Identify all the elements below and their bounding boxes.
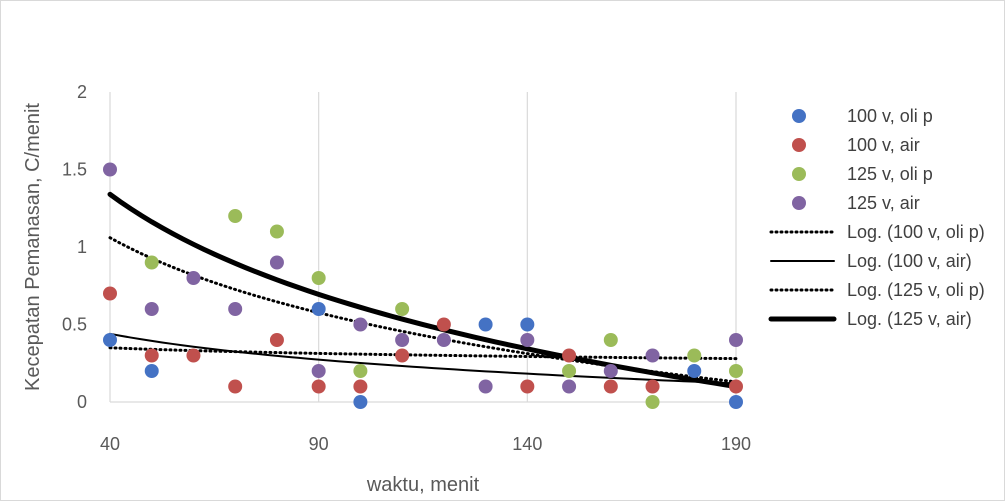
legend-trend-label-1: Log. (100 v, air) xyxy=(847,251,972,271)
grid-layer xyxy=(109,92,737,402)
data-point-series-3 xyxy=(520,333,535,347)
data-point-series-1 xyxy=(144,348,159,363)
data-point-series-0 xyxy=(103,333,117,347)
data-point-series-1 xyxy=(228,379,243,394)
legend-marker-2 xyxy=(792,167,806,181)
data-point-series-3 xyxy=(228,302,243,316)
y-tick-label: 1 xyxy=(77,237,87,257)
data-point-series-0 xyxy=(478,317,493,332)
data-point-series-2 xyxy=(228,209,243,223)
data-point-series-2 xyxy=(687,348,702,363)
legend-trend-label-3: Log. (125 v, air) xyxy=(847,309,972,329)
data-point-series-3 xyxy=(603,364,618,378)
data-point-series-1 xyxy=(729,379,743,394)
data-point-series-3 xyxy=(478,379,493,394)
trendline-layer xyxy=(107,191,739,389)
data-point-series-1 xyxy=(311,379,326,394)
legend-marker-1 xyxy=(792,138,806,152)
data-point-series-2 xyxy=(311,271,326,285)
x-tick-label: 90 xyxy=(309,434,329,454)
data-point-series-2 xyxy=(645,395,660,409)
data-point-series-2 xyxy=(562,364,577,378)
data-point-series-0 xyxy=(520,317,535,332)
data-point-series-2 xyxy=(144,255,159,270)
data-point-series-3 xyxy=(186,271,201,285)
trendline-2 xyxy=(108,236,738,384)
y-axis-title: Kecepatan Pemanasan, C/menit xyxy=(22,103,44,391)
data-point-series-0 xyxy=(144,364,159,378)
data-point-series-0 xyxy=(311,302,326,316)
legend-trend-label-0: Log. (100 v, oli p) xyxy=(847,222,985,242)
legend-marker-0 xyxy=(792,109,806,123)
x-tick-label: 40 xyxy=(100,434,120,454)
data-point-series-0 xyxy=(687,364,702,378)
data-point-series-1 xyxy=(562,348,577,363)
trendline-0 xyxy=(108,346,738,361)
legend-label-3: 125 v, air xyxy=(847,193,920,213)
point-layer xyxy=(103,162,743,409)
data-point-series-3 xyxy=(562,379,577,394)
data-point-series-3 xyxy=(645,348,660,363)
data-point-series-2 xyxy=(269,224,284,239)
y-tick-label: 1.5 xyxy=(62,160,87,180)
data-point-series-1 xyxy=(436,317,451,332)
legend-label-0: 100 v, oli p xyxy=(847,106,933,126)
legend-marker-3 xyxy=(792,196,806,210)
data-point-series-1 xyxy=(186,348,201,363)
trendline-1 xyxy=(109,332,737,385)
y-tick-label: 0 xyxy=(77,392,87,412)
data-point-series-0 xyxy=(729,395,743,409)
data-point-series-2 xyxy=(395,302,410,316)
data-point-series-3 xyxy=(353,317,368,332)
legend-trend-label-2: Log. (125 v, oli p) xyxy=(847,280,985,300)
data-point-series-0 xyxy=(353,395,368,409)
data-point-series-3 xyxy=(436,333,451,347)
x-axis-title: waktu, menit xyxy=(366,474,480,496)
legend: 100 v, oli p 100 v, air 125 v, oli p 125 v,… xyxy=(768,106,985,329)
axis-layer: 40 90 140 190 0 0.5 1 1.5 2 xyxy=(62,82,751,454)
x-tick-label: 190 xyxy=(721,434,751,454)
trendline-3 xyxy=(107,191,739,389)
data-point-series-3 xyxy=(103,162,117,177)
data-point-series-2 xyxy=(729,364,743,378)
y-tick-label: 0.5 xyxy=(62,315,87,335)
data-point-series-1 xyxy=(645,379,660,394)
data-point-series-3 xyxy=(269,255,284,270)
data-point-series-2 xyxy=(603,333,618,347)
data-point-series-1 xyxy=(353,379,368,394)
data-point-series-3 xyxy=(395,333,410,347)
y-tick-label: 2 xyxy=(77,82,87,102)
legend-label-2: 125 v, oli p xyxy=(847,164,933,184)
legend-label-1: 100 v, air xyxy=(847,135,920,155)
data-point-series-1 xyxy=(603,379,618,394)
data-point-series-1 xyxy=(395,348,410,363)
data-point-series-3 xyxy=(729,333,743,347)
x-tick-label: 140 xyxy=(512,434,542,454)
data-point-series-1 xyxy=(103,286,117,301)
data-point-series-1 xyxy=(269,333,284,347)
data-point-series-3 xyxy=(311,364,326,378)
data-point-series-3 xyxy=(144,302,159,316)
data-point-series-1 xyxy=(520,379,535,394)
data-point-series-2 xyxy=(353,364,368,378)
